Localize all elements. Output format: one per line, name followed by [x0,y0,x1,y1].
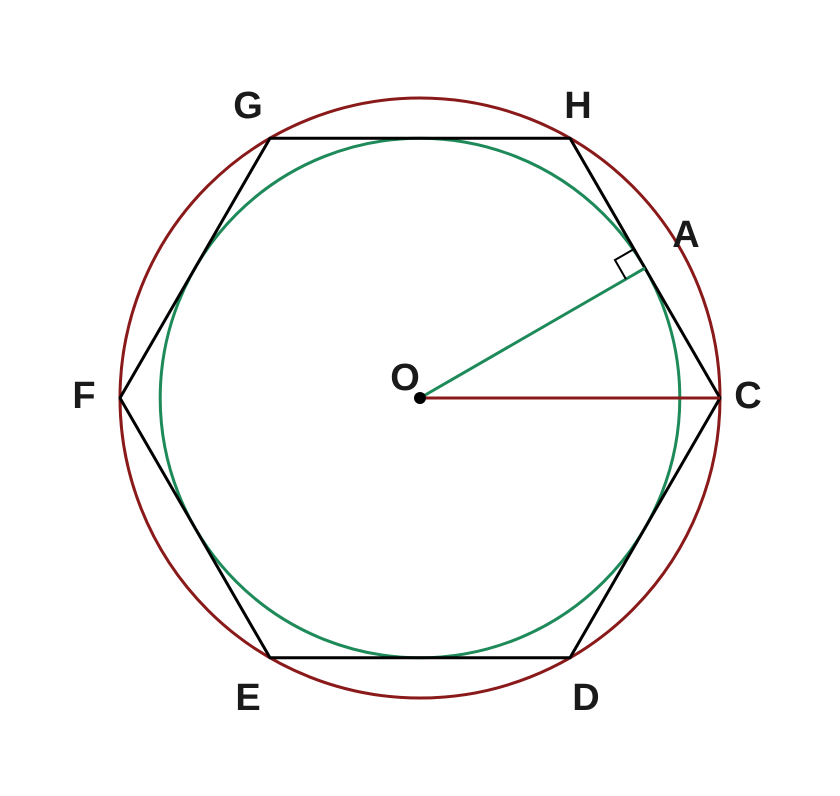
label-G: G [233,85,263,127]
label-E: E [235,677,260,719]
label-F: F [72,375,95,417]
label-A: A [672,214,699,256]
label-H: H [564,85,591,127]
geometry-diagram: C H G F E D A O [0,0,840,796]
label-D: D [572,677,599,719]
label-C: C [734,375,761,417]
apothem-OA [420,268,645,398]
label-O: O [390,357,420,399]
